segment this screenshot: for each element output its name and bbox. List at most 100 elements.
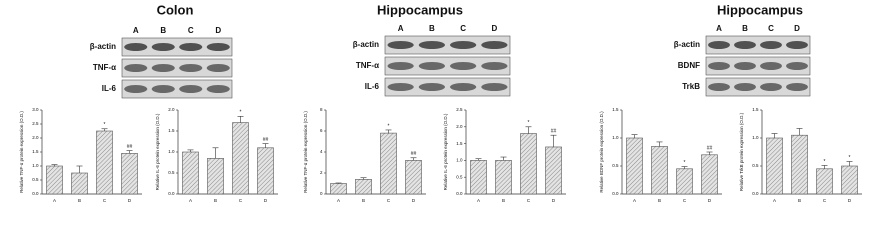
row-label: β-actin: [90, 42, 116, 51]
blot-band: [206, 43, 230, 51]
error-bar: [51, 164, 58, 166]
panel-title: Hippocampus: [377, 2, 463, 17]
bar: [121, 153, 138, 195]
blot-band: [481, 62, 508, 70]
row-label: β-actin: [674, 40, 700, 49]
y-tick-label: 1.5: [168, 128, 175, 133]
x-tick-label: A: [189, 198, 192, 203]
blot-band: [151, 43, 175, 51]
bar: [520, 133, 537, 195]
lane-label: B: [742, 24, 748, 33]
blot-band: [179, 43, 203, 51]
error-bar: [212, 147, 219, 159]
blot-strip: [121, 37, 233, 57]
error-bar: [846, 161, 853, 166]
annotation: *: [240, 110, 242, 116]
row-label: IL-6: [102, 84, 117, 93]
y-tick-label: 2.0: [32, 135, 39, 140]
annotation: ##: [707, 145, 713, 151]
annotation: ##: [411, 151, 417, 157]
bar: [701, 154, 718, 195]
annotation: *: [104, 122, 106, 128]
y-tick-label: 2.5: [32, 121, 39, 126]
annotation: *: [849, 155, 851, 161]
bar: [355, 179, 372, 195]
bar: [495, 160, 512, 195]
blot-band: [151, 85, 175, 93]
y-tick-label: 1.0: [752, 135, 759, 140]
error-bar: [500, 156, 507, 161]
annotation: ##: [551, 129, 557, 135]
y-tick-label: 0.5: [168, 170, 175, 175]
blot-band: [418, 41, 445, 49]
blot-band: [124, 64, 148, 72]
error-bar: [410, 157, 417, 161]
x-tick-label: D: [264, 198, 268, 203]
y-tick-label: 1.5: [752, 107, 759, 112]
blot-band: [450, 62, 477, 70]
blot-band: [418, 62, 445, 70]
lane-label: C: [188, 26, 194, 35]
lane-label: A: [398, 24, 404, 33]
blot-band: [708, 83, 730, 91]
y-tick-label: 1.0: [168, 149, 175, 154]
error-bar: [126, 150, 133, 154]
y-tick-label: 0.0: [32, 191, 39, 196]
error-bar: [706, 151, 713, 155]
x-tick-label: C: [823, 198, 827, 203]
blot-band: [760, 62, 782, 70]
blot-band: [760, 83, 782, 91]
blot-band: [450, 83, 477, 91]
y-tick-label: 2.0: [168, 107, 175, 112]
y-tick-label: 0.0: [456, 191, 463, 196]
y-tick-label: 3.0: [32, 107, 39, 112]
y-tick-label: 1.5: [612, 107, 619, 112]
y-tick-label: 1.0: [612, 135, 619, 140]
y-axis-label: Relative TrkB protein expression (O.D.): [739, 112, 744, 191]
bar: [330, 183, 347, 195]
blot-strip: [705, 77, 811, 97]
y-tick-label: 1.0: [456, 158, 463, 163]
bar: [816, 168, 833, 195]
x-tick-label: B: [798, 198, 801, 203]
blot-band: [387, 41, 414, 49]
y-axis-label: Relative BDNF protein expression (O.D.): [599, 111, 604, 193]
y-tick-label: 2.0: [456, 124, 463, 129]
error-bar: [385, 129, 392, 134]
bar: [71, 172, 88, 195]
x-tick-label: A: [477, 198, 480, 203]
blot-band: [786, 83, 808, 91]
error-bar: [821, 165, 828, 169]
bar: [232, 122, 249, 195]
error-bar: [771, 133, 778, 138]
y-tick-label: 4: [320, 149, 323, 154]
x-tick-label: C: [683, 198, 687, 203]
lane-label: D: [215, 26, 221, 35]
row-label: TrkB: [682, 82, 700, 91]
error-bar: [631, 134, 638, 138]
y-axis-label: Relative IL-6 protein expression (O.D.): [155, 113, 160, 190]
blot-band: [387, 62, 414, 70]
bar: [841, 165, 858, 195]
blot-band: [481, 83, 508, 91]
annotation: *: [824, 159, 826, 165]
y-axis-label: Relative IL-6 protein expression (O.D.): [443, 113, 448, 190]
blot-band: [708, 41, 730, 49]
y-axis-label: Relative TNF-α protein expression (O.D.): [19, 111, 24, 193]
y-tick-label: 0.5: [456, 174, 463, 179]
error-bar: [656, 141, 663, 147]
row-label: β-actin: [353, 40, 379, 49]
y-tick-label: 0.0: [752, 191, 759, 196]
bar: [651, 146, 668, 195]
blot-band: [179, 85, 203, 93]
blot-strip: [705, 35, 811, 55]
error-bar: [475, 158, 482, 161]
lane-label: C: [460, 24, 466, 33]
lane-label: D: [794, 24, 800, 33]
blot-band: [418, 83, 445, 91]
y-tick-label: 2.5: [456, 107, 463, 112]
annotation: *: [388, 123, 390, 129]
bar: [676, 168, 693, 195]
blot-strip: [384, 77, 511, 97]
y-tick-label: 0.0: [612, 191, 619, 196]
